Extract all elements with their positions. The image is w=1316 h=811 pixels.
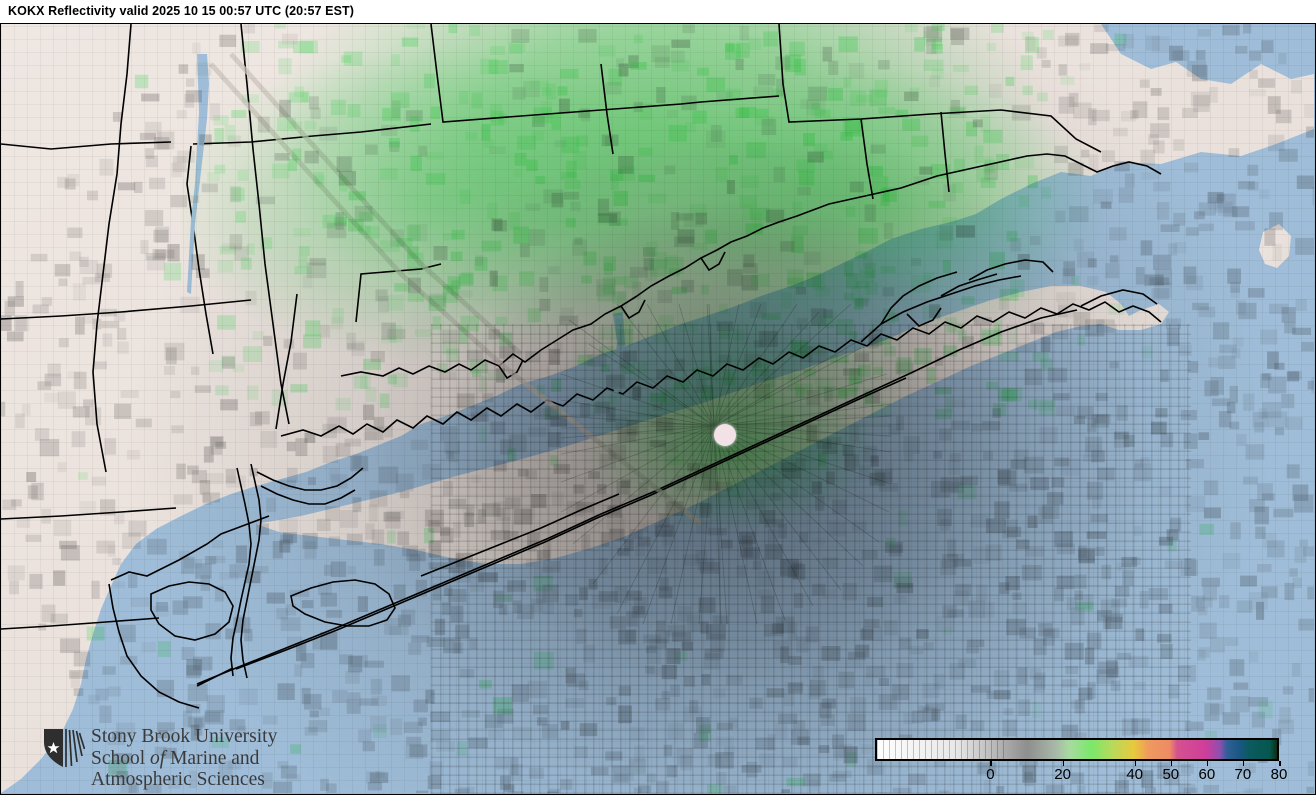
colorbar-tick-label: 80	[1270, 766, 1288, 783]
logo-line-2-post: Marine and	[165, 747, 260, 769]
colorbar: 0 20 40 50 60 70 80	[875, 738, 1287, 786]
logo-line-2-italic: of	[150, 747, 166, 769]
logo-line-3: Atmospheric Sciences	[91, 769, 265, 790]
colorbar-gradient	[877, 740, 1277, 759]
page-title: KOKX Reflectivity valid 2025 10 15 00:57…	[8, 4, 355, 18]
radar-bin-texture-dense	[431, 324, 1191, 794]
colorbar-stripe-overlay	[877, 740, 1007, 759]
colorbar-tick-label: 70	[1234, 766, 1252, 783]
colorbar-tick	[1134, 761, 1137, 766]
colorbar-tick	[1170, 761, 1173, 766]
radar-bin-blocks	[1, 24, 1314, 793]
radar-spoke-artifacts	[561, 304, 891, 624]
colorbar-tick-label: 0	[986, 766, 995, 783]
colorbar-tick	[1279, 761, 1281, 766]
radar-bin-texture	[1, 24, 1315, 794]
logo-line-1: Stony Brook University	[91, 726, 278, 747]
stony-brook-logo: Stony Brook University School of Marine …	[41, 710, 311, 794]
radar-map[interactable]: 0 20 40 50 60 70 80 Stony Brook University Sch…	[0, 23, 1316, 795]
colorbar-tick-label: 40	[1126, 766, 1144, 783]
colorbar-tick	[1242, 761, 1245, 766]
colorbar-tick-label: 20	[1054, 766, 1071, 783]
colorbar-tick-label: 50	[1162, 766, 1180, 783]
colorbar-tick	[1062, 761, 1065, 766]
logo-line-2: School of Marine and	[91, 748, 277, 770]
colorbar-tick-label: 60	[1198, 766, 1216, 783]
logo-text: Stony Brook University School of Marine …	[91, 726, 277, 791]
logo-line-2-pre: School	[91, 747, 151, 769]
colorbar-tick	[1206, 761, 1209, 766]
colorbar-bar[interactable]	[875, 738, 1279, 761]
map-canvas[interactable]: 0 20 40 50 60 70 80 Stony Brook University Sch…	[1, 24, 1315, 794]
colorbar-tick	[990, 761, 992, 766]
shield-icon	[44, 729, 85, 767]
radar-site-marker[interactable]	[714, 424, 736, 446]
